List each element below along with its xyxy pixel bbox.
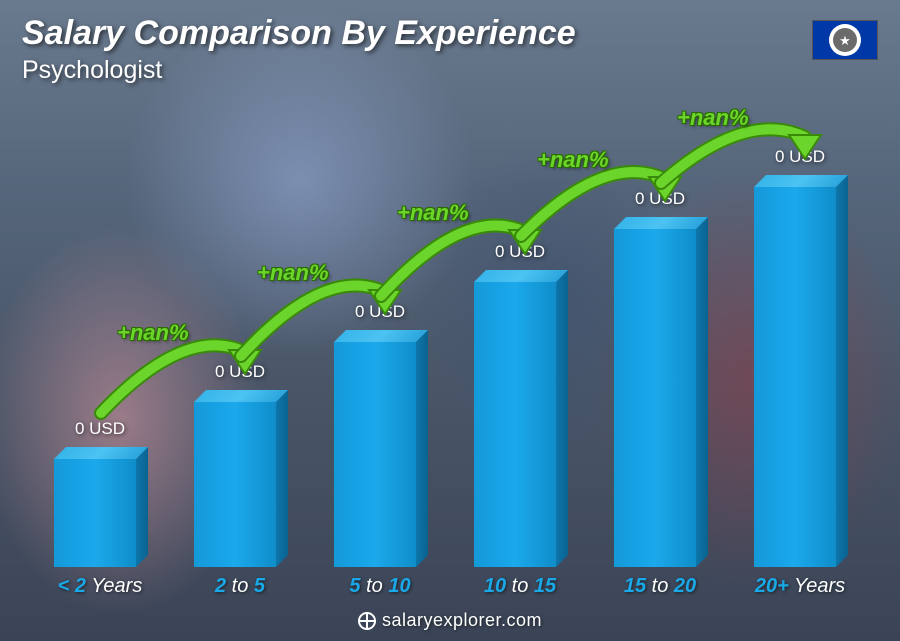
percent-increase-label: +nan% [257, 260, 329, 286]
bar-value-label: 0 USD [740, 147, 860, 167]
percent-increase-label: +nan% [397, 200, 469, 226]
bar-value-label: 0 USD [40, 419, 160, 439]
bar-x-label: 10 to 15 [450, 575, 590, 598]
bar-x-label: < 2 Years [30, 575, 170, 598]
percent-increase-label: +nan% [537, 147, 609, 173]
bar-x-label: 2 to 5 [170, 575, 310, 598]
bar-value-label: 0 USD [460, 242, 580, 262]
footer-text: salaryexplorer.com [382, 610, 542, 631]
bar-value-label: 0 USD [320, 302, 440, 322]
percent-increase-label: +nan% [117, 320, 189, 346]
chart-subtitle: Psychologist [22, 56, 162, 85]
flag-icon: ★ [812, 20, 878, 60]
globe-icon [358, 612, 376, 630]
footer-attribution: salaryexplorer.com [0, 610, 900, 631]
chart-title: Salary Comparison By Experience [22, 14, 576, 53]
bar-value-label: 0 USD [180, 362, 300, 382]
bar-x-label: 5 to 10 [310, 575, 450, 598]
bar-x-label: 20+ Years [730, 575, 870, 598]
salary-experience-chart: Salary Comparison By Experience Psycholo… [0, 0, 900, 641]
bar-value-label: 0 USD [600, 189, 720, 209]
bar-x-label: 15 to 20 [590, 575, 730, 598]
bars-area: 0 USD< 2 Years0 USD2 to 50 USD5 to 100 U… [30, 110, 860, 567]
percent-increase-label: +nan% [677, 105, 749, 131]
